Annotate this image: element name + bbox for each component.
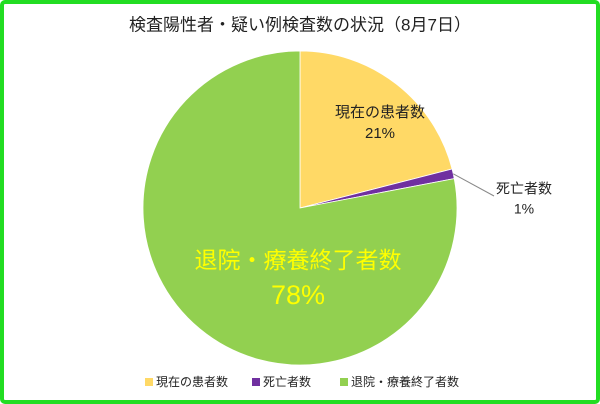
value-label: 78% — [271, 280, 325, 310]
legend-swatch — [340, 378, 348, 386]
legend-label: 退院・療養終了者数 — [351, 374, 459, 389]
legend-swatch — [145, 378, 153, 386]
pie-slice — [142, 50, 458, 366]
legend-label: 現在の患者数 — [156, 374, 228, 389]
leader-line — [452, 173, 495, 197]
slice-label: 死亡者数 — [496, 181, 552, 197]
legend-swatch — [252, 378, 260, 386]
chart-title: 検査陽性者・疑い例検査数の状況（8月7日） — [129, 15, 471, 34]
pie-slice — [299, 50, 453, 209]
legend-label: 死亡者数 — [263, 374, 311, 389]
value-label: 1% — [514, 200, 534, 216]
slice-label: 現在の患者数 — [335, 104, 425, 121]
slice-label: 退院・療養終了者数 — [195, 247, 402, 273]
value-label: 21% — [365, 125, 395, 142]
